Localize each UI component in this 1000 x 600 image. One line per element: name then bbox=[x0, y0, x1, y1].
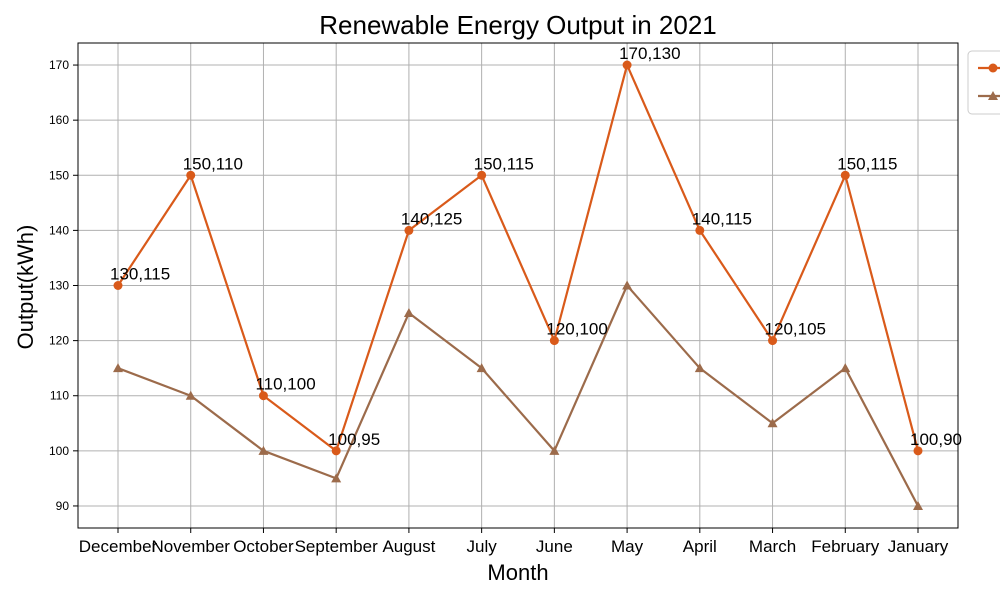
legend-box bbox=[967, 50, 1000, 115]
x-tick-label: December bbox=[79, 537, 158, 556]
y-tick-label: 120 bbox=[49, 334, 69, 348]
data-label: 170,130 bbox=[619, 44, 680, 63]
data-point bbox=[404, 225, 414, 235]
data-point bbox=[476, 363, 487, 373]
x-tick-label: February bbox=[811, 537, 880, 556]
data-point bbox=[186, 170, 196, 180]
data-point bbox=[258, 391, 268, 401]
y-tick-label: 170 bbox=[49, 58, 69, 72]
data-point bbox=[549, 445, 560, 455]
data-label: 130,115 bbox=[110, 265, 170, 284]
data-point bbox=[840, 170, 850, 180]
y-tick-label: 130 bbox=[49, 279, 69, 293]
data-label: 110,100 bbox=[255, 375, 315, 394]
x-tick-label: August bbox=[382, 537, 435, 556]
series-1 bbox=[113, 60, 923, 456]
data-label: 120,100 bbox=[546, 320, 607, 339]
y-tick-label: 160 bbox=[49, 113, 69, 127]
data-label: 150,115 bbox=[474, 154, 534, 173]
data-point bbox=[840, 363, 851, 373]
data-point bbox=[331, 473, 342, 483]
data-point bbox=[549, 336, 559, 346]
series-line bbox=[117, 284, 919, 507]
series-2 bbox=[113, 280, 923, 510]
x-tick-label: September bbox=[295, 537, 378, 556]
x-axis-label: Month bbox=[487, 560, 548, 585]
data-point bbox=[477, 170, 487, 180]
grid bbox=[78, 43, 958, 528]
data-point bbox=[768, 336, 778, 346]
data-label: 140,125 bbox=[401, 209, 462, 228]
data-point bbox=[403, 308, 414, 318]
data-point bbox=[622, 280, 633, 290]
data-label: 140,115 bbox=[692, 209, 752, 228]
data-label: 120,105 bbox=[765, 320, 826, 339]
x-tick-label: January bbox=[888, 537, 949, 556]
y-tick-label: 110 bbox=[50, 389, 69, 403]
chart-title: Renewable Energy Output in 2021 bbox=[319, 10, 717, 40]
x-tick-label: June bbox=[536, 537, 573, 556]
y-tick-label: 100 bbox=[49, 444, 69, 458]
data-point bbox=[988, 63, 998, 73]
y-axis-label: Output(kWh) bbox=[13, 225, 38, 350]
data-point bbox=[694, 363, 705, 373]
series-line bbox=[117, 63, 920, 452]
data-label: 150,110 bbox=[183, 154, 243, 173]
x-tick-label: April bbox=[683, 537, 717, 556]
data-point bbox=[113, 363, 123, 373]
x-tick-label: July bbox=[467, 537, 498, 556]
x-tick-label: November bbox=[152, 537, 231, 556]
x-tick-label: October bbox=[233, 537, 294, 556]
data-point bbox=[767, 418, 778, 428]
y-tick-label: 140 bbox=[49, 223, 69, 237]
data-point bbox=[331, 446, 341, 456]
data-label: 100,90 bbox=[910, 430, 962, 449]
data-label: 100,95 bbox=[328, 430, 380, 449]
data-point bbox=[113, 281, 123, 290]
data-point bbox=[695, 225, 705, 235]
series-layer bbox=[113, 60, 923, 510]
plot-frame bbox=[77, 42, 959, 529]
x-tick-label: May bbox=[611, 537, 644, 556]
data-point bbox=[185, 390, 196, 400]
y-tick-label: 150 bbox=[49, 168, 69, 182]
y-tick-label: 90 bbox=[56, 499, 70, 513]
data-point bbox=[622, 60, 632, 70]
data-point bbox=[988, 91, 998, 100]
data-labels: 130,115 150,110 110,100 100,95 140,125 150,11… bbox=[110, 44, 962, 449]
data-point bbox=[258, 445, 269, 455]
data-point bbox=[913, 446, 923, 456]
x-tick-label: March bbox=[749, 537, 796, 556]
legend bbox=[967, 50, 1000, 115]
data-label: 150,115 bbox=[837, 154, 897, 173]
data-point bbox=[913, 500, 923, 510]
